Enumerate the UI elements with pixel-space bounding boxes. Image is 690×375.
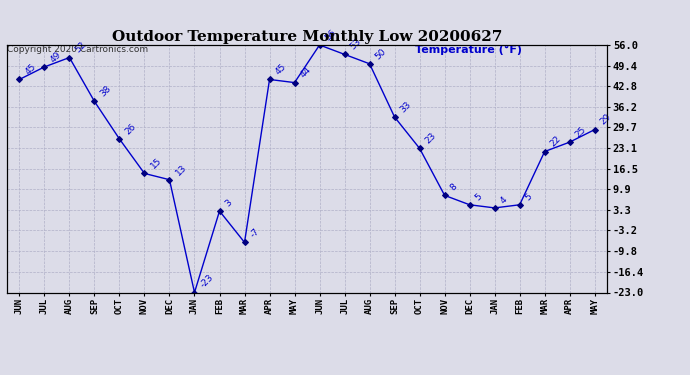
Text: 52: 52	[74, 40, 88, 55]
Point	[39, 64, 50, 70]
Point	[189, 290, 200, 296]
Point	[589, 127, 600, 133]
Text: 4: 4	[499, 195, 509, 205]
Text: -7: -7	[248, 227, 262, 240]
Text: Temperature (°F): Temperature (°F)	[415, 45, 522, 55]
Text: 22: 22	[549, 134, 563, 149]
Point	[464, 202, 475, 208]
Text: 45: 45	[274, 62, 288, 76]
Point	[339, 51, 350, 57]
Point	[114, 136, 125, 142]
Text: 3: 3	[224, 198, 234, 208]
Text: 45: 45	[23, 62, 38, 76]
Text: -23: -23	[199, 273, 215, 290]
Text: 53: 53	[348, 37, 363, 52]
Point	[139, 171, 150, 177]
Text: 8: 8	[448, 182, 460, 193]
Text: 44: 44	[299, 66, 313, 80]
Text: 15: 15	[148, 156, 163, 171]
Text: 26: 26	[124, 122, 138, 136]
Point	[539, 148, 550, 154]
Text: Copyright 2020 Cartronics.com: Copyright 2020 Cartronics.com	[7, 45, 148, 54]
Point	[364, 61, 375, 67]
Point	[214, 208, 225, 214]
Point	[164, 177, 175, 183]
Text: 5: 5	[474, 192, 484, 202]
Text: 33: 33	[399, 100, 413, 114]
Point	[239, 239, 250, 245]
Point	[564, 139, 575, 145]
Text: 56: 56	[324, 28, 338, 42]
Title: Outdoor Temperature Monthly Low 20200627: Outdoor Temperature Monthly Low 20200627	[112, 30, 502, 44]
Text: 49: 49	[48, 50, 63, 64]
Point	[414, 146, 425, 152]
Text: 29: 29	[599, 112, 613, 127]
Text: 38: 38	[99, 84, 113, 99]
Text: 25: 25	[574, 125, 589, 140]
Point	[489, 205, 500, 211]
Text: 23: 23	[424, 131, 438, 146]
Text: 13: 13	[174, 162, 188, 177]
Point	[89, 98, 100, 104]
Point	[264, 76, 275, 82]
Point	[389, 114, 400, 120]
Point	[14, 76, 25, 82]
Point	[64, 54, 75, 60]
Point	[289, 80, 300, 86]
Point	[439, 192, 450, 198]
Point	[314, 42, 325, 48]
Text: 5: 5	[524, 192, 534, 202]
Point	[514, 202, 525, 208]
Text: 50: 50	[374, 46, 388, 61]
